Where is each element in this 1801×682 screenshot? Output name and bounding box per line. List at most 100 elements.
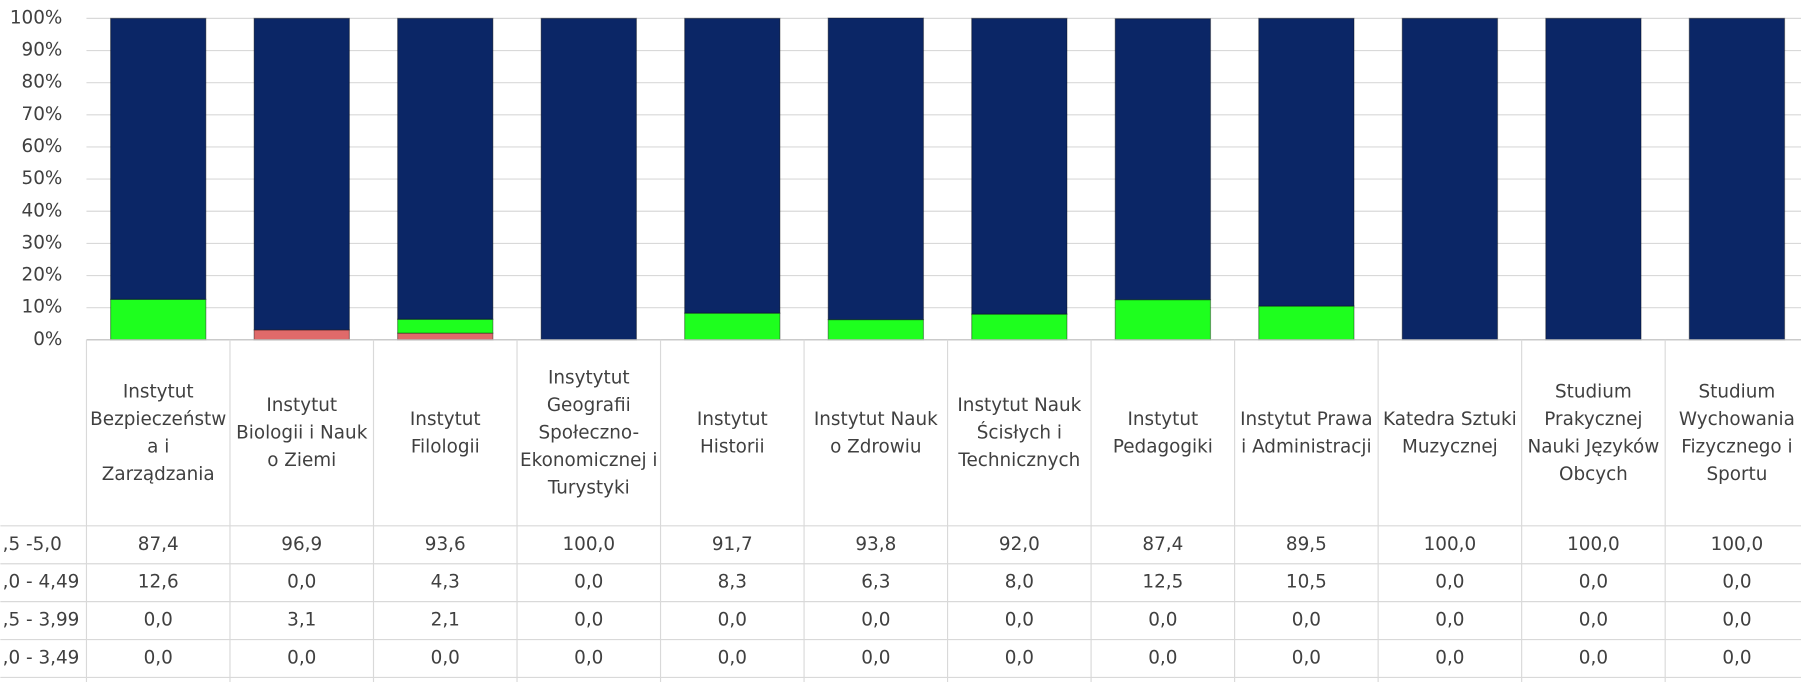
data-label: 100,0	[1711, 534, 1764, 555]
bar-segment	[253, 17, 350, 331]
bar-segment	[1401, 17, 1499, 341]
data-label: 0,0	[1148, 647, 1177, 668]
y-tick-label: 30%	[22, 232, 63, 253]
y-tick-label: 100%	[10, 7, 63, 28]
y-tick-label: 0%	[33, 329, 62, 350]
data-label: 0,0	[574, 572, 603, 593]
y-tick-label: 80%	[22, 72, 63, 93]
bar-segment	[971, 313, 1068, 341]
x-tick-label: Instytut Bezpieczeństwa i Zarządzania	[90, 380, 227, 485]
bar-segment	[971, 17, 1068, 315]
x-tick-label: Studium Prakycznej Nauki Języków Obcych	[1527, 380, 1660, 485]
data-label: 8,3	[718, 572, 747, 593]
bar-segment	[253, 329, 350, 341]
bar-segment	[1114, 299, 1212, 341]
data-label: 0,0	[1435, 647, 1464, 668]
bar-segment	[684, 17, 781, 314]
data-label: 0,0	[1005, 610, 1034, 631]
data-label: 0,0	[1722, 610, 1751, 631]
bar-segment	[1258, 305, 1355, 341]
data-label: 93,8	[855, 534, 896, 555]
x-tick-label: Insytytut Geografii Społeczno-Ekonomiczn…	[520, 366, 658, 499]
data-label: 0,0	[1005, 647, 1034, 668]
bar-segment	[827, 17, 925, 321]
y-tick-label: 50%	[22, 168, 63, 189]
category-cell: Studium Wychowania Fizycznego i Sportu	[1678, 380, 1795, 485]
data-label: 100,0	[1567, 534, 1620, 555]
category-cell: Instytut Nauk Ścisłych i Technicznych	[957, 394, 1081, 471]
bar-segment	[109, 17, 207, 300]
bar-segment	[684, 312, 781, 341]
data-label: 0,0	[144, 610, 173, 631]
category-cell: Insytytut Geografii Społeczno-Ekonomiczn…	[520, 366, 658, 499]
x-tick-label: Instytut Prawa i Administracji	[1240, 407, 1373, 457]
category-cell: Instytut Pedagogiki	[1112, 407, 1213, 457]
legend-label: ,0 - 4,49	[3, 572, 80, 593]
data-label: 0,0	[718, 610, 747, 631]
y-tick-label: 90%	[22, 40, 63, 61]
bar-segment	[1114, 18, 1212, 301]
data-label: 0,0	[1292, 610, 1321, 631]
data-label: 0,0	[1435, 572, 1464, 593]
data-label: 4,3	[431, 572, 460, 593]
category-cell: Katedra Sztuki Muzycznej	[1383, 407, 1517, 457]
data-label: 0,0	[1435, 610, 1464, 631]
data-label: 12,6	[138, 572, 179, 593]
y-tick-label: 10%	[22, 297, 63, 318]
data-label: 0,0	[431, 647, 460, 668]
data-label: 0,0	[287, 572, 316, 593]
bar-segment	[397, 318, 494, 334]
data-label: 0,0	[1579, 610, 1608, 631]
category-cell: Instytut Filologii	[409, 407, 481, 457]
x-tick-label: Katedra Sztuki Muzycznej	[1383, 407, 1517, 457]
data-label: 0,0	[144, 647, 173, 668]
x-tick-label: Instytut Filologii	[409, 407, 481, 457]
category-cell: Instytut Biologii i Nauk o Ziemi	[236, 394, 367, 471]
data-label: 0,0	[1722, 572, 1751, 593]
y-tick-label: 60%	[22, 136, 63, 157]
bar-segment	[1545, 17, 1642, 341]
data-label: 0,0	[1722, 647, 1751, 668]
data-label: 12,5	[1142, 572, 1183, 593]
data-label: 6,3	[861, 572, 890, 593]
bar-segment	[540, 17, 637, 341]
category-cell: Instytut Prawa i Administracji	[1240, 407, 1373, 457]
bar-segment	[397, 332, 494, 341]
data-label: 92,0	[999, 534, 1040, 555]
data-label: 0,0	[1148, 610, 1177, 631]
data-label: 8,0	[1005, 572, 1034, 593]
category-cell: Studium Prakycznej Nauki Języków Obcych	[1527, 380, 1660, 485]
data-label: 100,0	[1424, 534, 1477, 555]
data-label: 0,0	[574, 647, 603, 668]
x-tick-label: Instytut Pedagogiki	[1112, 407, 1213, 457]
category-cell: Instytut Bezpieczeństwa i Zarządzania	[90, 380, 227, 485]
data-label: 87,4	[138, 534, 179, 555]
bar-segment	[397, 17, 494, 320]
data-label: 93,6	[425, 534, 466, 555]
data-label: 0,0	[861, 647, 890, 668]
data-label: 0,0	[1292, 647, 1321, 668]
data-label: 0,0	[574, 610, 603, 631]
bar-segment	[1688, 17, 1786, 341]
data-label: 100,0	[562, 534, 615, 555]
data-label: 0,0	[861, 610, 890, 631]
bar-segment	[109, 298, 207, 341]
y-tick-label: 70%	[22, 104, 63, 125]
data-label: 3,1	[287, 610, 316, 631]
data-label: 87,4	[1142, 534, 1183, 555]
x-tick-label: Instytut Historii	[696, 407, 768, 457]
data-label: 0,0	[287, 647, 316, 668]
legend-label: ,5 - 3,99	[3, 610, 80, 631]
bar-segment	[827, 319, 925, 341]
data-label: 0,0	[1579, 647, 1608, 668]
y-tick-label: 40%	[22, 200, 63, 221]
x-tick-label: Instytut Nauk o Zdrowiu	[813, 407, 938, 457]
data-label: 89,5	[1286, 534, 1327, 555]
x-tick-label: Studium Wychowania Fizycznego i Sportu	[1678, 380, 1795, 485]
data-label: 96,9	[281, 534, 322, 555]
legend-label: ,0 - 3,49	[3, 647, 80, 668]
data-label: 91,7	[712, 534, 753, 555]
data-label: 2,1	[431, 610, 460, 631]
category-cell: Instytut Historii	[696, 407, 768, 457]
